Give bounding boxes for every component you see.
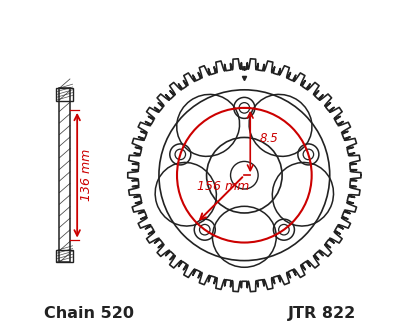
Text: 8.5: 8.5 xyxy=(260,132,279,145)
Bar xyxy=(60,88,70,262)
Text: 156 mm: 156 mm xyxy=(197,180,249,193)
Bar xyxy=(56,250,73,262)
Text: Chain 520: Chain 520 xyxy=(44,306,134,321)
Text: JTR 822: JTR 822 xyxy=(288,306,356,321)
Text: 136 mm: 136 mm xyxy=(80,149,93,201)
Bar xyxy=(56,88,73,101)
